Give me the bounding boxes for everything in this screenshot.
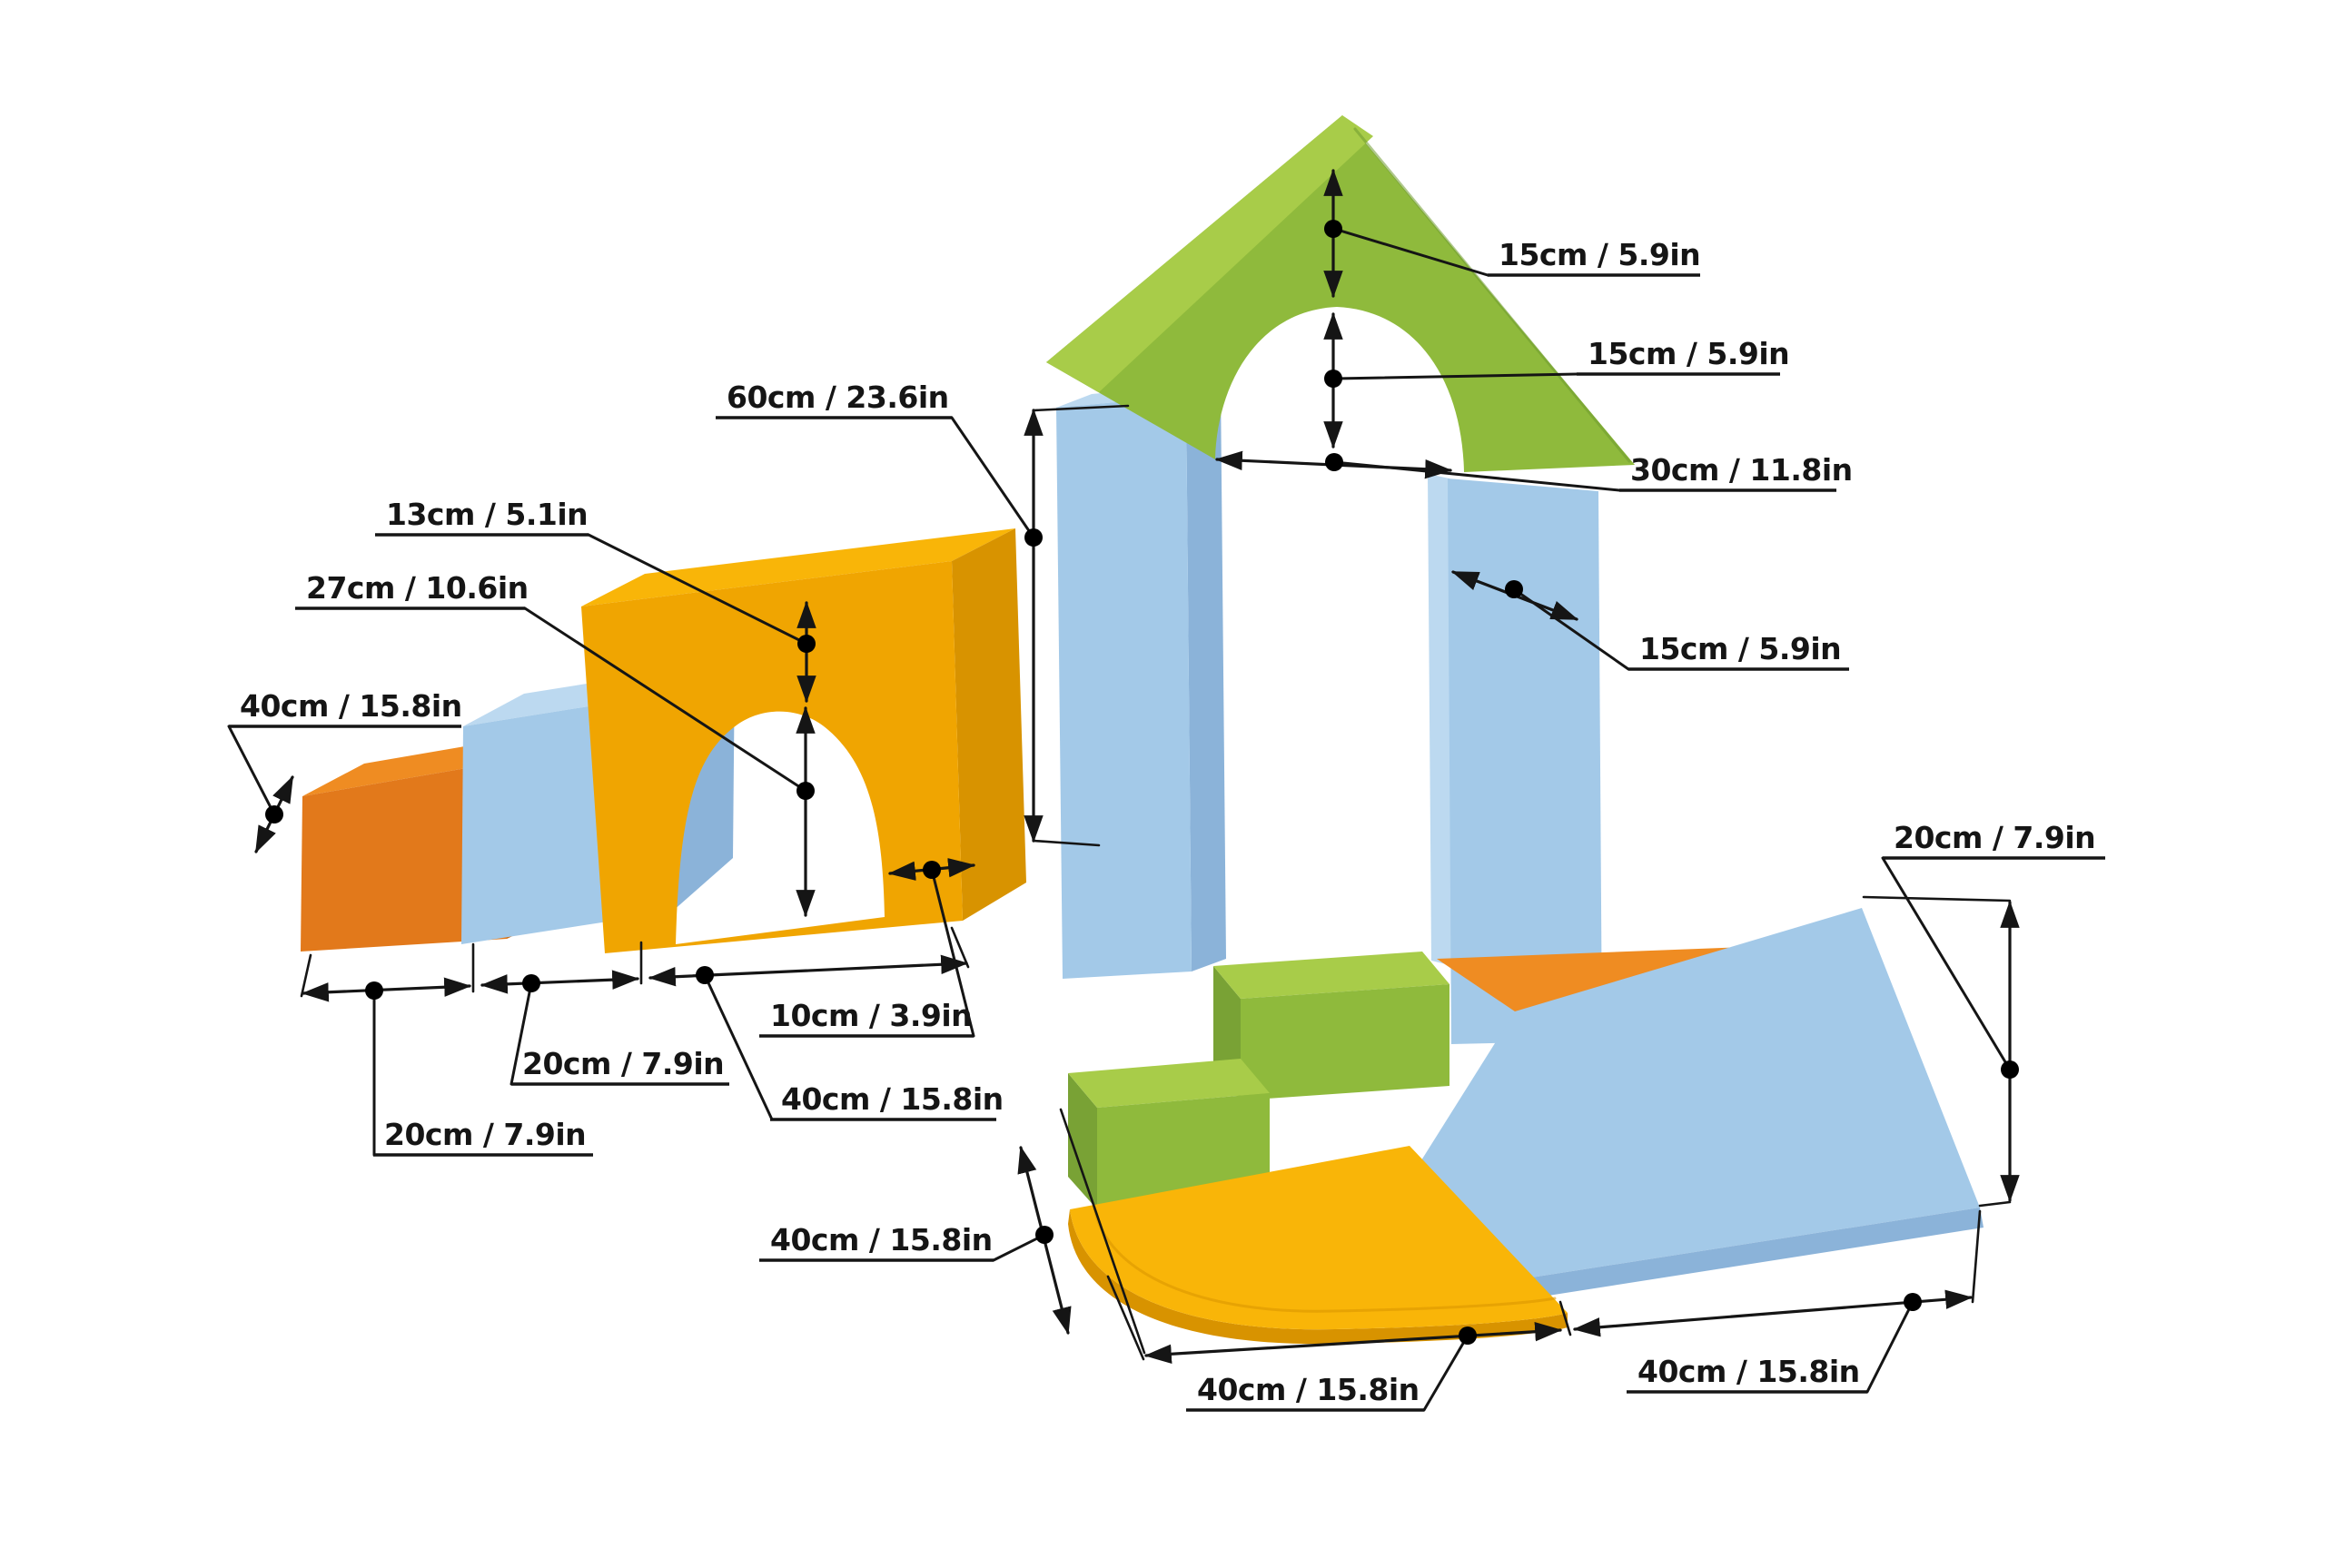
leader-tunnel-top: [587, 533, 808, 646]
dim-label-small-step-width: 20cm / 7.9in: [384, 1117, 586, 1152]
orange-step-front: [301, 761, 509, 952]
dim-label-medium-step-width: 20cm / 7.9in: [522, 1046, 724, 1081]
ext-quarter-edge: [1059, 1108, 1146, 1355]
leader-roof-peak: [1332, 227, 1489, 277]
ext-chain-left: [300, 953, 312, 998]
tunnel-block-front: [581, 561, 963, 953]
leader-tunnel-width: [703, 973, 774, 1121]
stairs-lower-left-face: [1068, 1073, 1097, 1209]
dim-quarter-width: [1143, 1322, 1563, 1364]
ext-chain-right: [950, 926, 970, 969]
ext-pillar-top: [1032, 404, 1130, 412]
dim-label-roof-peak-height: 15cm / 5.9in: [1499, 237, 1700, 272]
dim-label-quarter-mat-width: 40cm / 15.8in: [1197, 1372, 1420, 1407]
leader-pillar-width: [1512, 587, 1630, 671]
dim-label-slide-width: 40cm / 15.8in: [1637, 1354, 1860, 1389]
dimension-labels: 15cm / 5.9in 15cm / 5.9in 30cm / 11.8in …: [240, 237, 2096, 1407]
left-pillar-side: [1186, 382, 1226, 971]
dim-label-pillar-width: 15cm / 5.9in: [1639, 631, 1841, 666]
dim-label-slide-height: 20cm / 7.9in: [1894, 820, 2095, 855]
stairs-upper-top: [1213, 952, 1449, 999]
stairs-lower-top: [1068, 1059, 1270, 1108]
leader-arch-span: [1332, 460, 1621, 492]
leader-tunnel-foot: [930, 868, 975, 1038]
leader-slide-height: [1881, 856, 2012, 1071]
leader-step-depth: [227, 725, 276, 816]
dim-label-step-depth: 40cm / 15.8in: [240, 688, 462, 724]
dim-label-tunnel-block-width: 40cm / 15.8in: [781, 1081, 1004, 1117]
leader-quarter-width: [1422, 1334, 1469, 1412]
dim-label-quarter-mat-depth: 40cm / 15.8in: [770, 1222, 993, 1257]
slide-surface: [1328, 908, 1980, 1309]
dim-label-pillar-height: 60cm / 23.6in: [727, 380, 949, 415]
ext-rchain-right: [1971, 1209, 1982, 1304]
ext-rchain-left: [1106, 1275, 1145, 1361]
leader-pillar-height: [950, 416, 1035, 539]
ext-pillar-bottom: [1032, 839, 1101, 847]
roof-seam: [1353, 127, 1631, 463]
tunnel-block-top: [581, 528, 1015, 606]
leader-quarter-depth: [992, 1233, 1046, 1262]
leader-slide-width: [1865, 1300, 1914, 1394]
tunnel-block-side: [952, 528, 1026, 921]
leader-roof-arch-drop: [1333, 372, 1578, 380]
dim-label-tunnel-opening-height: 27cm / 10.6in: [306, 570, 529, 606]
dim-label-roof-arch-drop: 15cm / 5.9in: [1588, 336, 1789, 371]
right-pillar-side: [1428, 474, 1453, 966]
leader-tunnel-opening: [523, 606, 807, 793]
stairs-upper-front: [1241, 984, 1449, 1100]
ext-slide-bottom: [1978, 1200, 2012, 1208]
dim-label-tunnel-foot-width: 10cm / 3.9in: [770, 998, 972, 1033]
dimension-annotations: [227, 168, 2105, 1412]
dim-small-step-width: [301, 977, 472, 1002]
left-step-set: [301, 528, 1026, 953]
dim-label-tunnel-top-thickness: 13cm / 5.1in: [386, 497, 588, 532]
left-pillar-front: [1056, 396, 1192, 979]
leader-dots: [265, 220, 2019, 1345]
ext-slide-top: [1862, 895, 2012, 902]
roof-left-slope: [1046, 115, 1373, 392]
ext-rchain-mid: [1558, 1300, 1572, 1336]
quarter-mat-top: [1070, 1146, 1568, 1330]
leader-medium-step: [510, 981, 533, 1086]
quarter-mat-stitch: [1093, 1206, 1557, 1313]
dim-label-arch-opening-width: 30cm / 11.8in: [1630, 452, 1853, 488]
dim-medium-step-width: [480, 970, 640, 994]
slide-corner-set: [1068, 908, 1984, 1345]
